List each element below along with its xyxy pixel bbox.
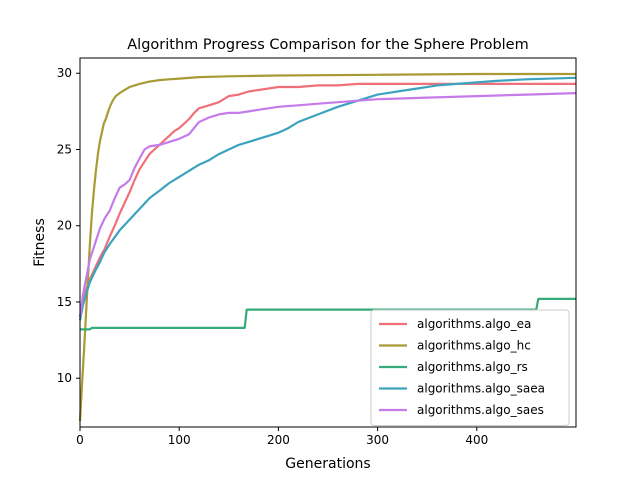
series-lines bbox=[78, 72, 577, 421]
series-line-algorithms-algo-hc bbox=[78, 72, 576, 421]
legend-entry-label: algorithms.algo_rs bbox=[417, 360, 528, 374]
x-axis-ticks: 0 100 200 300 400 bbox=[76, 427, 488, 447]
y-axis-label: Fitness bbox=[32, 218, 48, 267]
legend-entry-label: algorithms.algo_saes bbox=[417, 403, 544, 417]
series-line-algorithms-algo-saes bbox=[78, 92, 577, 318]
legend-entry-label: algorithms.algo_hc bbox=[417, 339, 531, 353]
legend: algorithms.algo_ea algorithms.algo_hcalgo… bbox=[370, 309, 570, 426]
x-tick-label: 100 bbox=[168, 433, 191, 447]
chart-title: Algorithm Progress Comparison for the Sp… bbox=[127, 37, 528, 53]
legend-entry-label: algorithms.algo_ea bbox=[417, 317, 531, 331]
x-tick-label: 0 bbox=[76, 433, 84, 447]
series-line-algorithms-algo-ea bbox=[78, 82, 576, 318]
y-tick-label: 30 bbox=[57, 66, 72, 80]
x-tick-label: 200 bbox=[267, 433, 290, 447]
legend-entry-label: algorithms.algo_saea bbox=[417, 382, 545, 396]
series-line-algorithms-algo-saea bbox=[78, 76, 577, 321]
series-line-algorithms-algo-rs bbox=[80, 297, 576, 331]
y-tick-label: 15 bbox=[57, 295, 72, 309]
x-axis-label: Generations bbox=[285, 456, 370, 472]
y-tick-label: 10 bbox=[57, 371, 72, 385]
x-tick-label: 400 bbox=[465, 433, 488, 447]
y-tick-label: 25 bbox=[57, 142, 72, 156]
y-tick-label: 20 bbox=[57, 219, 72, 233]
x-tick-label: 300 bbox=[366, 433, 389, 447]
legend-box bbox=[370, 309, 570, 426]
y-axis-ticks: 10 15 20 25 30 bbox=[57, 66, 80, 385]
plot-area-frame bbox=[79, 57, 577, 428]
